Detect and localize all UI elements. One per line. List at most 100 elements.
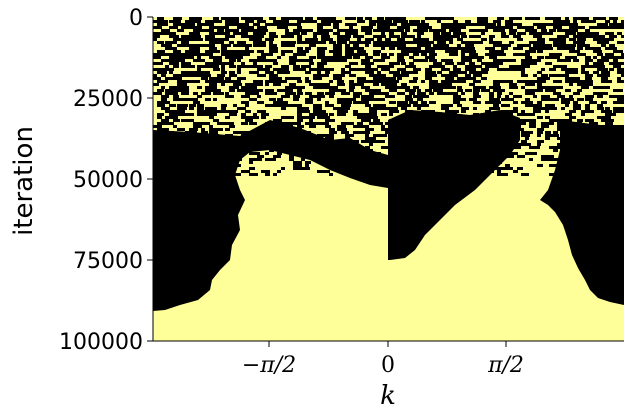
- noise-cell: [345, 107, 350, 110]
- noise-cell: [573, 41, 578, 44]
- noise-cell: [365, 119, 371, 122]
- noise-cell: [345, 56, 352, 59]
- noise-cell: [441, 47, 448, 50]
- noise-cell: [305, 65, 311, 68]
- noise-cell: [237, 50, 242, 53]
- noise-cell: [329, 20, 338, 23]
- noise-cell: [337, 113, 346, 116]
- noise-cell: [469, 29, 476, 32]
- noise-cell: [293, 95, 300, 98]
- noise-cell: [413, 47, 420, 50]
- noise-cell: [477, 71, 483, 74]
- noise-cell: [485, 110, 491, 113]
- noise-cell: [613, 50, 617, 53]
- noise-cell: [297, 35, 302, 38]
- noise-cell: [613, 107, 618, 110]
- noise-cell: [433, 74, 437, 77]
- noise-cell: [341, 68, 345, 71]
- noise-cell: [185, 119, 194, 122]
- noise-cell: [465, 50, 471, 53]
- noise-cell: [529, 62, 537, 65]
- noise-cell: [429, 29, 434, 32]
- noise-cell: [573, 80, 578, 83]
- noise-cell: [393, 35, 400, 38]
- noise-cell: [321, 86, 329, 89]
- noise-cell: [445, 77, 454, 80]
- noise-cell: [261, 110, 265, 113]
- noise-cell: [317, 41, 322, 44]
- noise-cell: [345, 32, 350, 35]
- y-tick-0: 0: [129, 6, 153, 31]
- noise-cell: [437, 20, 441, 23]
- noise-cell: [585, 104, 590, 107]
- noise-cell: [365, 56, 373, 59]
- noise-cell: [489, 62, 498, 65]
- noise-cell: [497, 68, 505, 71]
- noise-cell: [261, 170, 268, 173]
- noise-cell: [369, 116, 378, 119]
- noise-cell: [577, 47, 583, 50]
- noise-cell: [209, 32, 214, 35]
- noise-cell: [409, 65, 416, 68]
- noise-cell: [325, 101, 329, 104]
- noise-cell: [469, 62, 475, 65]
- noise-cell: [373, 68, 378, 71]
- noise-cell: [569, 32, 576, 35]
- noise-cell: [209, 125, 213, 128]
- noise-cell: [497, 89, 502, 92]
- noise-cell: [193, 29, 200, 32]
- noise-cell: [317, 95, 325, 98]
- noise-cell: [541, 74, 548, 77]
- noise-cell: [385, 17, 393, 20]
- noise-cell: [377, 92, 382, 95]
- noise-cell: [517, 35, 521, 38]
- noise-cell: [377, 104, 384, 107]
- noise-cell: [249, 119, 253, 122]
- noise-cell: [397, 26, 401, 29]
- noise-cell: [605, 47, 609, 50]
- noise-cell: [297, 59, 303, 62]
- noise-cell: [357, 116, 366, 119]
- noise-cell: [289, 104, 296, 107]
- noise-cell: [521, 68, 525, 71]
- noise-cell: [217, 89, 221, 92]
- noise-cell: [153, 38, 157, 41]
- noise-cell: [521, 122, 526, 125]
- noise-cell: [285, 65, 289, 68]
- noise-cell: [273, 101, 282, 104]
- noise-cell: [497, 53, 506, 56]
- noise-cell: [189, 53, 194, 56]
- noise-cell: [173, 23, 178, 26]
- noise-cell: [545, 62, 552, 65]
- noise-cell: [429, 83, 433, 86]
- noise-cell: [437, 92, 444, 95]
- noise-cell: [285, 77, 289, 80]
- noise-cell: [189, 128, 198, 131]
- noise-cell: [573, 50, 580, 53]
- noise-cell: [393, 62, 400, 65]
- noise-cell: [497, 167, 501, 170]
- noise-cell: [381, 104, 386, 107]
- noise-cell: [189, 113, 194, 116]
- noise-cell: [221, 53, 230, 56]
- noise-cell: [245, 92, 251, 95]
- noise-cell: [557, 86, 563, 89]
- noise-cell: [361, 29, 366, 32]
- noise-cell: [561, 98, 567, 101]
- noise-cell: [401, 38, 405, 41]
- noise-cell: [617, 80, 624, 83]
- noise-cell: [621, 41, 624, 44]
- noise-cell: [257, 65, 263, 68]
- noise-cell: [529, 146, 535, 149]
- noise-cell: [537, 35, 542, 38]
- noise-cell: [385, 77, 389, 80]
- noise-cell: [501, 47, 508, 50]
- noise-cell: [485, 23, 491, 26]
- noise-cell: [181, 86, 189, 89]
- noise-cell: [189, 32, 195, 35]
- noise-cell: [493, 89, 498, 92]
- noise-cell: [317, 92, 324, 95]
- noise-cell: [445, 74, 450, 77]
- noise-cell: [301, 167, 310, 170]
- noise-cell: [373, 35, 378, 38]
